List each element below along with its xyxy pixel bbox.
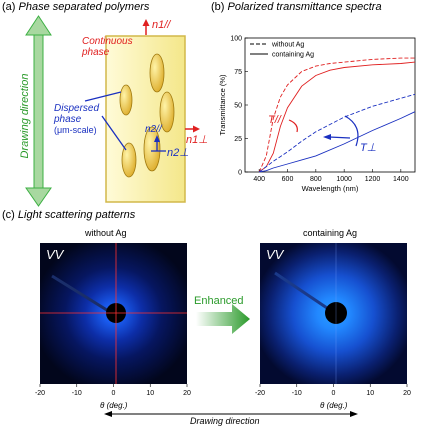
vv-label-right: VV: [266, 247, 284, 262]
series-line: [258, 93, 416, 173]
plot-frame: [244, 37, 416, 173]
n1-perp-label: n1⊥: [186, 134, 208, 146]
x-tick-label: 1000: [336, 176, 352, 183]
n2-parallel-label: n2//: [145, 124, 162, 135]
y-tick-label: 25: [234, 136, 242, 143]
panel-c-label: (c): [2, 209, 15, 221]
pattern-tick-label: 20: [403, 390, 411, 397]
y-tick-label: 75: [234, 69, 242, 76]
transmittance-chart: 400 600 800 1000 1200 1400 0 25 50 75 100 Wavelengt…: [218, 36, 416, 193]
series-line: [259, 111, 416, 173]
continuous-phase-label: Continuous phase: [82, 36, 133, 58]
legend-entry: containing Ag: [272, 52, 314, 59]
legend-entry: without Ag: [271, 42, 304, 49]
bottom-drawing-direction-label: Drawing direction: [190, 416, 260, 426]
pattern-tick-label: 10: [366, 390, 374, 397]
chart-axes: 400 600 800 1000 1200 1400 0 25 50 75 100 Wavelengt…: [218, 36, 416, 193]
right-axis-ticks: -20 -10 0 10 20: [255, 384, 411, 397]
right-pattern-title: containing Ag: [303, 228, 358, 238]
t-annotations: [288, 115, 359, 147]
drawing-direction-arrow: [25, 15, 52, 207]
panel-b-label: (b): [211, 1, 225, 13]
scattering-panel: -20 -10 0 10 20 -20 -10 0 10 20: [35, 243, 411, 417]
pattern-without-ag: [40, 243, 187, 384]
x-tick-label: 800: [310, 176, 322, 183]
t-parallel-label: T//: [268, 114, 281, 126]
bottom-drawing-arrow: [104, 411, 358, 417]
pattern-tick-label: 0: [332, 390, 336, 397]
chart-legend: without Ag containing Ag: [250, 42, 314, 59]
panel-c-title: Light scattering patterns: [17, 209, 136, 221]
y-tick-label: 0: [238, 170, 242, 177]
left-axis-label: θ (deg.): [100, 401, 128, 410]
x-axis-label: Wavelength (nm): [302, 184, 359, 193]
pattern-containing-ag: [260, 243, 407, 384]
x-tick-label: 400: [253, 176, 265, 183]
panel-a-heading: (a) Phase separated polymers: [2, 1, 149, 13]
n1-arrows: [142, 19, 200, 133]
pattern-tick-label: -20: [35, 390, 45, 397]
right-axis-label: θ (deg.): [320, 401, 348, 410]
pattern-tick-label: 10: [146, 390, 154, 397]
n2-perp-label: n2⊥: [167, 147, 189, 159]
x-tick-label: 1200: [365, 176, 381, 183]
panel-a-title: Phase separated polymers: [18, 1, 150, 13]
panel-c-heading: (c) Light scattering patterns: [2, 209, 135, 221]
pattern-tick-label: 20: [183, 390, 191, 397]
panel-b-title: Polarized transmittance spectra: [227, 1, 382, 13]
series-line: [258, 57, 415, 173]
drawing-direction-vertical-label: Drawing direction: [19, 73, 31, 159]
chart-series: [258, 57, 416, 173]
y-tick-label: 50: [234, 103, 242, 110]
pattern-tick-label: -20: [255, 390, 265, 397]
left-axis-ticks: -20 -10 0 10 20: [35, 384, 191, 397]
left-pattern-title: without Ag: [85, 228, 127, 238]
enhanced-arrow: [196, 304, 250, 334]
panel-b-heading: (b) Polarized transmittance spectra: [211, 1, 382, 13]
y-tick-label: 100: [230, 36, 242, 43]
y-axis-label: Transmittance (%): [218, 74, 227, 135]
pattern-tick-label: 0: [112, 390, 116, 397]
panel-a-label: (a): [2, 1, 16, 13]
pattern-tick-label: -10: [72, 390, 82, 397]
enhanced-label: Enhanced: [194, 295, 244, 307]
pattern-tick-label: -10: [292, 390, 302, 397]
dispersed-phase-label: Dispersed phase (μm-scale): [54, 103, 100, 135]
series-line: [258, 61, 416, 173]
n1-parallel-label: n1//: [152, 19, 171, 31]
vv-label-left: VV: [46, 247, 64, 262]
t-perp-label: T⊥: [360, 142, 377, 154]
pointer-lines: [84, 91, 166, 152]
phase-diagram: [25, 15, 200, 207]
x-tick-label: 1400: [393, 176, 409, 183]
x-tick-label: 600: [282, 176, 294, 183]
